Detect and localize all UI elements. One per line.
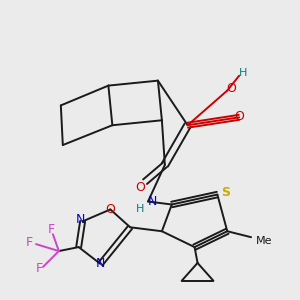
Text: N: N bbox=[147, 195, 157, 208]
Text: H: H bbox=[239, 68, 247, 78]
Text: O: O bbox=[105, 203, 115, 216]
Text: F: F bbox=[35, 262, 43, 275]
Text: O: O bbox=[234, 110, 244, 123]
Text: F: F bbox=[26, 236, 33, 249]
Text: O: O bbox=[226, 82, 236, 95]
Text: Me: Me bbox=[256, 236, 272, 246]
Text: F: F bbox=[47, 223, 55, 236]
Text: N: N bbox=[96, 257, 105, 270]
Text: O: O bbox=[135, 181, 145, 194]
Text: N: N bbox=[76, 213, 85, 226]
Text: S: S bbox=[221, 186, 230, 199]
Text: H: H bbox=[136, 204, 144, 214]
